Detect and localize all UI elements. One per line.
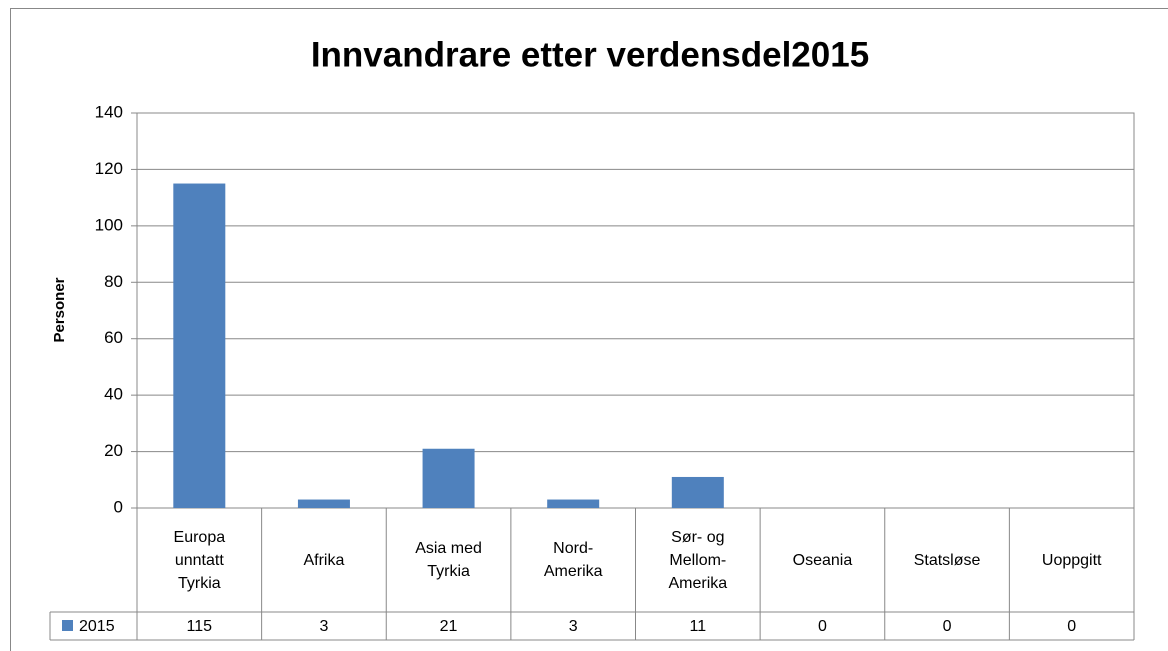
legend-swatch <box>62 620 73 631</box>
bar <box>173 183 226 509</box>
x-tick-label: Oseania <box>792 551 853 569</box>
y-axis-label: Personer <box>51 277 68 342</box>
y-tick-label: 120 <box>95 159 123 178</box>
table-value: 0 <box>1067 618 1076 635</box>
table-value: 0 <box>943 618 952 635</box>
y-tick-label: 20 <box>104 441 123 460</box>
x-tick-label: Nord-Amerika <box>543 540 603 580</box>
bar <box>297 499 350 508</box>
chart-border <box>10 8 1168 651</box>
x-tick-label: Uoppgitt <box>1041 551 1102 569</box>
table-value: 115 <box>187 618 213 635</box>
bar <box>671 476 724 508</box>
x-tick-label: Europa unntatt Tyrkia <box>173 528 226 592</box>
y-tick-label: 0 <box>114 497 123 516</box>
chart-title: Innvandrare etter verdensdel2015 <box>311 35 869 74</box>
table-value: 3 <box>319 618 328 635</box>
y-tick-label: 40 <box>104 385 123 404</box>
legend-label: 2015 <box>79 618 115 635</box>
table-value: 21 <box>440 618 458 635</box>
table-value: 11 <box>690 618 707 635</box>
x-tick-label: Asia med Tyrkia <box>415 540 482 580</box>
x-tick-label: Sør- og Mellom-Amerika <box>668 528 728 592</box>
x-tick-label: Statsløse <box>913 551 981 569</box>
y-tick-label: 100 <box>95 215 123 234</box>
table-value: 3 <box>569 618 578 635</box>
y-tick-label: 80 <box>104 272 123 291</box>
y-tick-label: 60 <box>104 328 123 347</box>
table-value: 0 <box>818 618 827 635</box>
bar <box>547 499 600 508</box>
x-tick-label: Afrika <box>303 551 345 569</box>
y-tick-label: 140 <box>95 102 123 121</box>
plot-border <box>136 112 1135 509</box>
bar <box>422 448 475 508</box>
